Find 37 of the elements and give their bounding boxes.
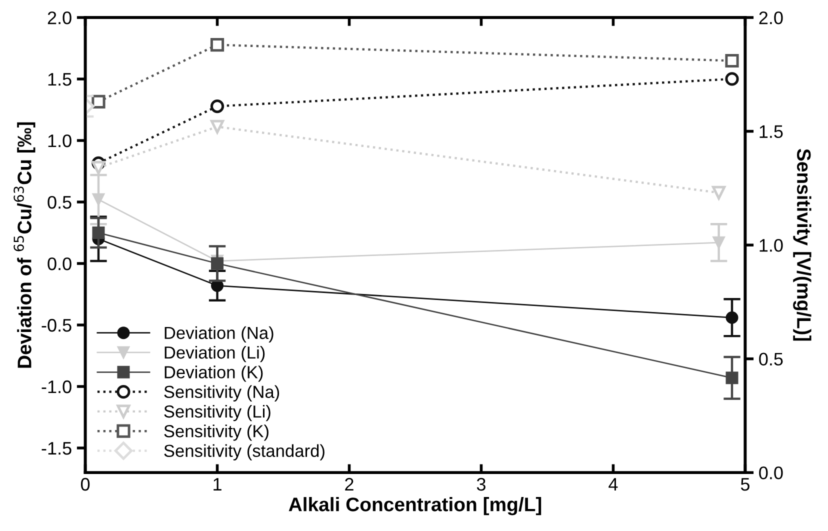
y-axis-title: Deviation of $^{65}$Cu/$^{63}$Cu [‰] bbox=[14, 122, 36, 368]
x-tick-label: 1 bbox=[214, 478, 222, 491]
point bbox=[712, 186, 726, 200]
y2-tick-label: 1.5 bbox=[760, 125, 783, 138]
x-axis-title: Alkali Concentration [mg/L] bbox=[288, 497, 542, 516]
y2-axis-title: Sensitivity [V/(mg/L)] bbox=[793, 148, 812, 341]
x-tick-label: 5 bbox=[740, 478, 750, 491]
point bbox=[725, 54, 739, 68]
legend-label: Deviation (Na) bbox=[164, 326, 274, 342]
point bbox=[92, 160, 106, 174]
y-tick-label: 1.5 bbox=[48, 73, 72, 86]
legend-label: Sensitivity (Na) bbox=[164, 385, 280, 402]
legend-label: Sensitivity (standard) bbox=[164, 444, 324, 460]
legend-label: Deviation (K) bbox=[164, 366, 263, 382]
y-tick-label: 0.0 bbox=[48, 257, 72, 270]
legend-label: Deviation (Li) bbox=[164, 346, 265, 362]
y2-tick-label: 2.0 bbox=[759, 11, 783, 24]
point bbox=[210, 38, 224, 52]
x-tick-label: 4 bbox=[608, 478, 618, 491]
x-tick-label: 2 bbox=[345, 478, 354, 491]
x-tick-label: 0 bbox=[80, 478, 90, 491]
y-tick-label: 0.5 bbox=[48, 196, 72, 209]
y-tick-label: -1.0 bbox=[42, 380, 72, 394]
y2-tick-label: 1.0 bbox=[760, 238, 783, 252]
y-tick-label: 1.0 bbox=[48, 134, 72, 148]
y2-tick-label: 0.5 bbox=[759, 352, 783, 366]
legend-label: Sensitivity (K) bbox=[164, 424, 268, 441]
legend-label: Sensitivity (Li) bbox=[164, 404, 270, 422]
y2-tick-label: 0.0 bbox=[759, 466, 783, 480]
y-tick-label: -1.5 bbox=[42, 442, 72, 455]
y-tick-label: -0.5 bbox=[42, 318, 72, 332]
x-tick-label: 3 bbox=[476, 478, 486, 491]
point bbox=[210, 120, 224, 134]
point bbox=[210, 99, 224, 114]
point bbox=[725, 72, 739, 86]
point bbox=[92, 94, 106, 109]
y-tick-label: 2.0 bbox=[48, 11, 72, 24]
